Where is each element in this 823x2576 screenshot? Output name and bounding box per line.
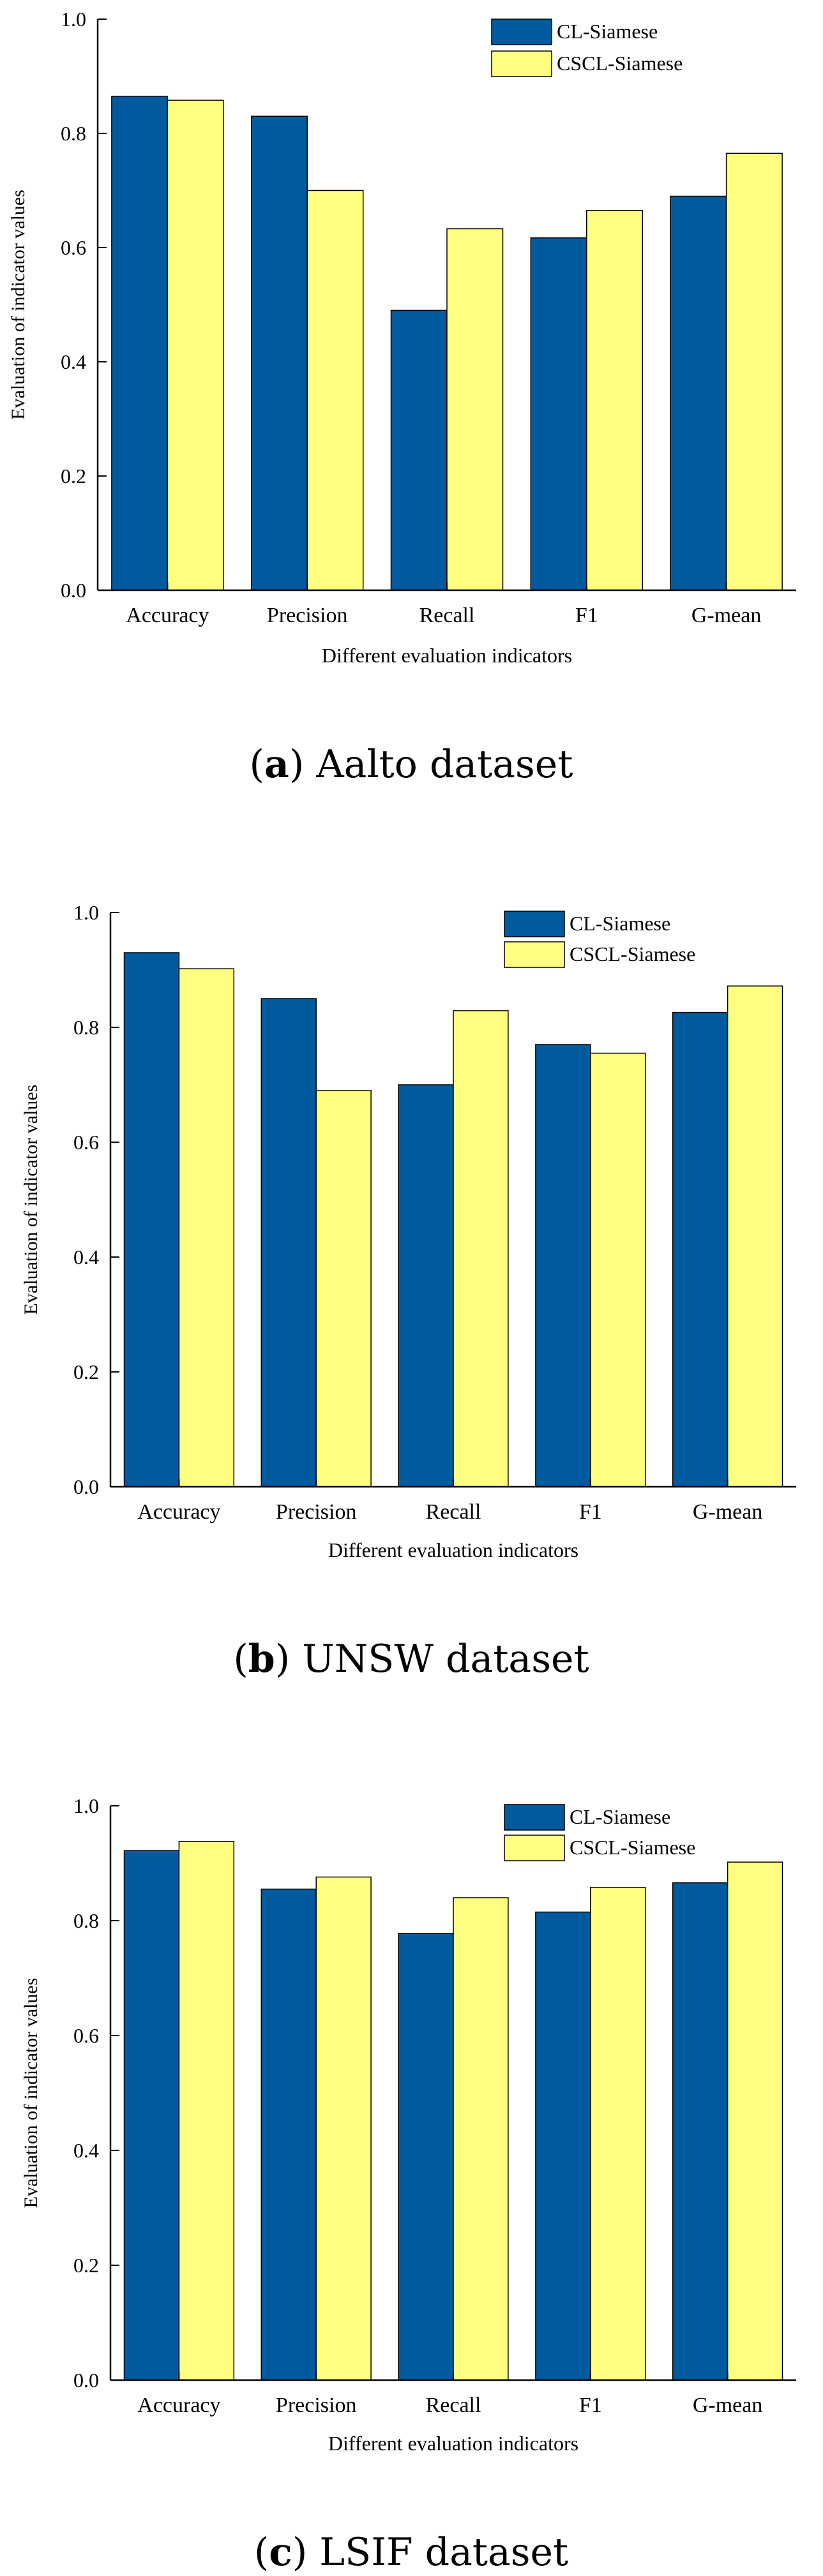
bar-f1-cl-siamese bbox=[530, 237, 587, 591]
bar-f1-cl-siamese bbox=[535, 1044, 591, 1487]
bar-recall-cscl-siamese bbox=[453, 1897, 509, 2381]
y-tick-label: 0.4 bbox=[73, 1246, 99, 1269]
x-tick-label: Accuracy bbox=[137, 1500, 220, 1524]
legend-label-cl-siamese: CL-Siamese bbox=[570, 912, 670, 935]
y-axis-label: Evaluation of indicator values bbox=[8, 190, 29, 420]
legend-swatch-cl-siamese bbox=[504, 1804, 565, 1831]
x-tick-label: Accuracy bbox=[137, 2394, 220, 2417]
legend-swatch-cscl-siamese bbox=[491, 50, 552, 77]
bar-precision-cl-siamese bbox=[260, 998, 317, 1487]
caption-letter: b bbox=[248, 1637, 275, 1681]
y-tick-label: 0.0 bbox=[61, 579, 86, 602]
chart-a: Accuracy Precision Recall F1 G-mean 0.0 0.2 0.4… bbox=[8, 8, 796, 787]
bar-f1-cscl-siamese bbox=[590, 1887, 646, 2381]
x-tick-label: Recall bbox=[426, 1500, 481, 1524]
legend-label-cscl-siamese: CSCL-Siamese bbox=[570, 1836, 695, 1859]
x-tick-label: G-mean bbox=[693, 1500, 763, 1524]
legend-label-cl-siamese: CL-Siamese bbox=[557, 20, 658, 43]
bar-g-mean-cscl-siamese bbox=[727, 1861, 783, 2381]
bar-precision-cscl-siamese bbox=[315, 1090, 372, 1487]
bar-precision-cscl-siamese bbox=[306, 190, 364, 591]
y-tick-label: 0.8 bbox=[61, 122, 86, 145]
bar-f1-cl-siamese bbox=[535, 1911, 591, 2381]
x-tick-label: G-mean bbox=[693, 2394, 763, 2417]
x-tick-label: G-mean bbox=[691, 604, 762, 627]
x-tick-label: Recall bbox=[426, 2394, 481, 2417]
x-axis-label: Different evaluation indicators bbox=[328, 2432, 578, 2455]
bar-g-mean-cl-siamese bbox=[672, 1882, 729, 2381]
legend-swatch-cscl-siamese bbox=[504, 1835, 565, 1861]
bar-f1-cscl-siamese bbox=[590, 1052, 646, 1487]
y-tick-label: 0.0 bbox=[73, 1475, 99, 1498]
bar-g-mean-cscl-siamese bbox=[727, 985, 783, 1487]
x-tick-label: Precision bbox=[267, 604, 348, 627]
caption-letter: c bbox=[269, 2530, 292, 2575]
legend-swatch-cl-siamese bbox=[504, 911, 565, 937]
figure-caption: (a) Aalto dataset bbox=[250, 742, 573, 787]
x-tick-label: F1 bbox=[579, 2394, 602, 2417]
y-tick-label: 0.2 bbox=[73, 2254, 99, 2277]
chart-c: Accuracy Precision Recall F1 G-mean 0.0 0.2 0.4… bbox=[20, 1794, 796, 2575]
y-tick-label: 1.0 bbox=[73, 901, 99, 924]
bar-recall-cscl-siamese bbox=[453, 1010, 509, 1487]
y-tick-label: 0.6 bbox=[73, 1131, 99, 1154]
figure-caption: (b) UNSW dataset bbox=[233, 1637, 589, 1681]
bar-g-mean-cl-siamese bbox=[672, 1011, 729, 1487]
bar-f1-cscl-siamese bbox=[586, 210, 644, 591]
y-tick-label: 1.0 bbox=[73, 1794, 99, 1817]
bar-accuracy-cscl-siamese bbox=[167, 100, 224, 591]
bar-accuracy-cl-siamese bbox=[123, 1850, 180, 2381]
x-tick-label: F1 bbox=[579, 1500, 602, 1524]
caption-letter: a bbox=[264, 742, 289, 787]
x-tick-label: Recall bbox=[419, 604, 475, 627]
x-tick-label: Precision bbox=[276, 1500, 357, 1524]
bar-recall-cl-siamese bbox=[398, 1084, 454, 1487]
x-tick-label: F1 bbox=[575, 604, 598, 627]
legend-label-cscl-siamese: CSCL-Siamese bbox=[570, 942, 695, 965]
y-tick-label: 1.0 bbox=[61, 8, 86, 31]
bar-accuracy-cscl-siamese bbox=[178, 1841, 235, 2381]
bar-accuracy-cscl-siamese bbox=[178, 968, 235, 1487]
bar-accuracy-cl-siamese bbox=[123, 952, 180, 1487]
y-tick-label: 0.8 bbox=[73, 1016, 99, 1039]
x-tick-label: Precision bbox=[276, 2394, 357, 2417]
y-tick-label: 0.8 bbox=[73, 1909, 99, 1932]
y-tick-label: 0.2 bbox=[61, 465, 86, 488]
y-tick-label: 0.2 bbox=[73, 1360, 99, 1383]
figure-caption: (c) LSIF dataset bbox=[254, 2530, 568, 2575]
caption-text: Aalto dataset bbox=[304, 742, 573, 787]
legend-swatch-cscl-siamese bbox=[504, 941, 565, 968]
legend-swatch-cl-siamese bbox=[491, 19, 552, 45]
x-axis-label: Different evaluation indicators bbox=[322, 644, 572, 667]
y-tick-label: 0.4 bbox=[73, 2139, 99, 2162]
y-axis-label: Evaluation of indicator values bbox=[20, 1978, 42, 2208]
bar-recall-cscl-siamese bbox=[446, 228, 504, 591]
bar-recall-cl-siamese bbox=[398, 1933, 454, 2381]
bar-g-mean-cscl-siamese bbox=[725, 153, 783, 591]
legend-label-cl-siamese: CL-Siamese bbox=[570, 1805, 670, 1828]
x-axis-label: Different evaluation indicators bbox=[328, 1538, 578, 1561]
caption-text: LSIF dataset bbox=[307, 2530, 568, 2575]
bar-accuracy-cl-siamese bbox=[111, 96, 169, 591]
y-axis-label: Evaluation of indicator values bbox=[20, 1085, 42, 1315]
y-tick-label: 0.0 bbox=[73, 2369, 99, 2392]
y-tick-label: 0.6 bbox=[61, 236, 86, 259]
bar-g-mean-cl-siamese bbox=[670, 195, 727, 591]
bar-precision-cscl-siamese bbox=[315, 1876, 372, 2381]
y-tick-label: 0.6 bbox=[73, 2024, 99, 2047]
bar-precision-cl-siamese bbox=[250, 115, 308, 591]
x-tick-label: Accuracy bbox=[126, 604, 209, 627]
bar-recall-cl-siamese bbox=[390, 309, 448, 591]
bar-precision-cl-siamese bbox=[260, 1888, 317, 2381]
caption-text: UNSW dataset bbox=[290, 1637, 589, 1681]
y-tick-label: 0.4 bbox=[61, 350, 86, 373]
legend-label-cscl-siamese: CSCL-Siamese bbox=[557, 52, 683, 75]
chart-b: Accuracy Precision Recall F1 G-mean 0.0 0.2 0.4… bbox=[20, 901, 796, 1681]
